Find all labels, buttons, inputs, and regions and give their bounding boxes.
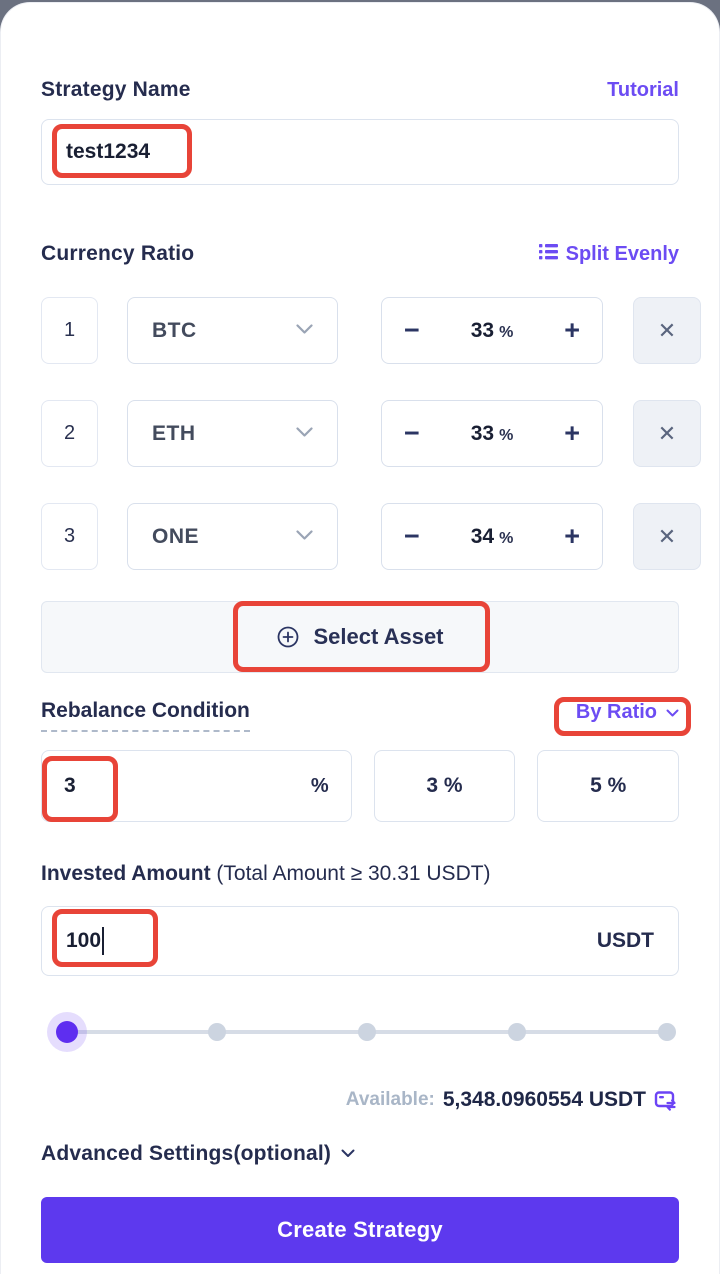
chevron-down-icon (296, 322, 313, 340)
chevron-down-icon (296, 528, 313, 546)
asset-row: 3 ONE − 34% + ✕ (41, 503, 701, 570)
invested-amount-label: Invested Amount (Total Amount ≥ 30.31 US… (41, 862, 679, 888)
asset-index: 1 (41, 297, 98, 364)
rebalance-mode-dropdown[interactable]: By Ratio (576, 701, 679, 724)
plus-circle-icon (276, 625, 300, 649)
strategy-name-value: test1234 (66, 140, 151, 163)
rebalance-threshold-input[interactable]: 3 % (41, 750, 352, 822)
percent-stepper: − 33% + (381, 400, 603, 467)
rebalance-threshold-value: 3 (64, 774, 76, 797)
strategy-name-input[interactable]: test1234 (41, 119, 679, 185)
asset-symbol: ONE (152, 524, 200, 548)
available-label: Available: (345, 1089, 435, 1110)
percent-unit: % (499, 426, 514, 444)
currency-suffix: USDT (596, 929, 654, 952)
preset-5-percent-button[interactable]: 5 % (537, 750, 679, 822)
create-strategy-button[interactable]: Create Strategy (41, 1197, 679, 1263)
slider-dot-50[interactable] (358, 1023, 376, 1041)
percent-unit: % (499, 529, 514, 547)
chevron-down-icon (296, 425, 313, 443)
percent-value: 33 (470, 421, 495, 445)
advanced-settings-toggle[interactable]: Advanced Settings(optional) (41, 1139, 679, 1169)
remove-asset-button[interactable]: ✕ (633, 297, 701, 364)
percent-stepper: − 33% + (381, 297, 603, 364)
percent-unit: % (499, 323, 514, 341)
text-cursor (102, 927, 105, 955)
asset-symbol: BTC (152, 318, 197, 342)
decrease-button[interactable]: − (404, 418, 420, 448)
rebalance-threshold-unit: % (310, 774, 329, 797)
asset-index: 3 (41, 503, 98, 570)
slider-dot-25[interactable] (208, 1023, 226, 1041)
advanced-settings-label: Advanced Settings(optional) (41, 1142, 332, 1165)
select-asset-label: Select Asset (313, 624, 444, 649)
invested-amount-label-bold: Invested Amount (41, 862, 211, 885)
select-asset-button[interactable]: Select Asset (41, 601, 679, 673)
preset-3-percent-button[interactable]: 3 % (373, 750, 516, 822)
invested-amount-label-note: (Total Amount ≥ 30.31 USDT) (210, 862, 491, 885)
asset-row: 2 ETH − 33% + ✕ (41, 400, 701, 467)
list-icon (538, 242, 558, 267)
tutorial-link[interactable]: Tutorial (607, 78, 679, 101)
decrease-button[interactable]: − (404, 315, 420, 345)
percent-value: 34 (470, 524, 495, 548)
increase-button[interactable]: + (564, 418, 580, 448)
percent-value: 33 (470, 318, 495, 342)
asset-row: 1 BTC − 33% + ✕ (41, 297, 701, 364)
chevron-down-icon (666, 701, 679, 724)
asset-symbol: ETH (152, 421, 196, 445)
amount-slider (41, 1004, 679, 1060)
split-evenly-link[interactable]: Split Evenly (538, 242, 679, 267)
rebalance-mode-value: By Ratio (575, 701, 657, 723)
remove-asset-button[interactable]: ✕ (633, 503, 701, 570)
asset-index: 2 (41, 400, 98, 467)
available-balance: 5,348.0960554 USDT (442, 1088, 646, 1111)
invested-amount-value: 100 (66, 929, 102, 952)
asset-dropdown[interactable]: BTC (127, 297, 338, 364)
remove-asset-button[interactable]: ✕ (633, 400, 701, 467)
rebalance-condition-label: Rebalance Condition (41, 699, 250, 732)
asset-dropdown[interactable]: ETH (127, 400, 338, 467)
slider-dot-100[interactable] (658, 1023, 676, 1041)
percent-stepper: − 34% + (381, 503, 603, 570)
currency-ratio-label: Currency Ratio (41, 242, 195, 265)
split-evenly-label: Split Evenly (565, 242, 679, 265)
invested-amount-input[interactable]: 100 USDT (41, 906, 679, 976)
strategy-name-label: Strategy Name (41, 78, 191, 101)
increase-button[interactable]: + (564, 521, 580, 551)
slider-handle[interactable] (56, 1021, 78, 1043)
slider-dot-75[interactable] (508, 1023, 526, 1041)
increase-button[interactable]: + (564, 315, 580, 345)
asset-dropdown[interactable]: ONE (127, 503, 338, 570)
chevron-down-icon (341, 1145, 355, 1163)
transfer-icon[interactable] (654, 1088, 679, 1113)
decrease-button[interactable]: − (404, 521, 420, 551)
